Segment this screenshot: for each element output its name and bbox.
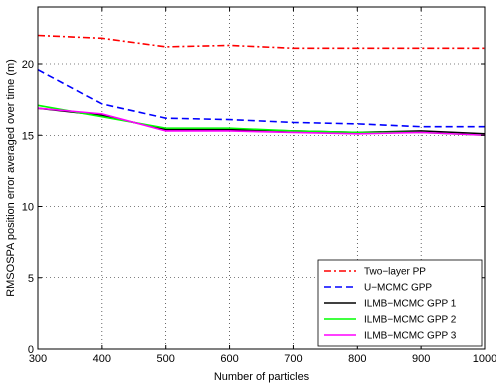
x-tick-label: 400 bbox=[93, 353, 111, 365]
x-tick-label: 800 bbox=[348, 353, 366, 365]
x-tick-label: 700 bbox=[284, 353, 302, 365]
legend-label-1: Two−layer PP bbox=[364, 267, 426, 278]
legend-label-2: U−MCMC GPP bbox=[364, 283, 432, 294]
x-axis-title: Number of particles bbox=[214, 371, 310, 383]
plot-frame bbox=[37, 6, 486, 350]
series-line-2 bbox=[37, 68, 485, 128]
legend-label-4: ILMB−MCMC GPP 2 bbox=[364, 315, 457, 326]
x-tick-label: 300 bbox=[29, 353, 47, 365]
y-tick-label: 20 bbox=[22, 59, 34, 71]
legend-label-3: ILMB−MCMC GPP 1 bbox=[364, 299, 457, 310]
y-tick-label: 15 bbox=[22, 130, 34, 142]
legend: Two−layer PP U−MCMC GPP ILMB−MCMC GPP 1 ILM… bbox=[317, 259, 483, 347]
series-lines bbox=[37, 34, 486, 137]
x-tick-label: 1000 bbox=[473, 353, 496, 365]
y-axis-title: RMSOSPA position error averaged over tim… bbox=[5, 59, 17, 297]
x-tick-label: 500 bbox=[157, 353, 175, 365]
series-line-5 bbox=[37, 107, 486, 137]
x-tick-label: 600 bbox=[220, 353, 238, 365]
legend-label-5: ILMB−MCMC GPP 3 bbox=[364, 331, 457, 342]
axis-ticks: 300 400 500 600 700 800 900 1000 0 5 10 15 20 bbox=[22, 7, 496, 365]
y-tick-label: 5 bbox=[28, 273, 34, 285]
y-tick-label: 10 bbox=[22, 202, 34, 214]
y-tick-label: 0 bbox=[28, 344, 34, 356]
x-tick-label: 900 bbox=[412, 353, 430, 365]
